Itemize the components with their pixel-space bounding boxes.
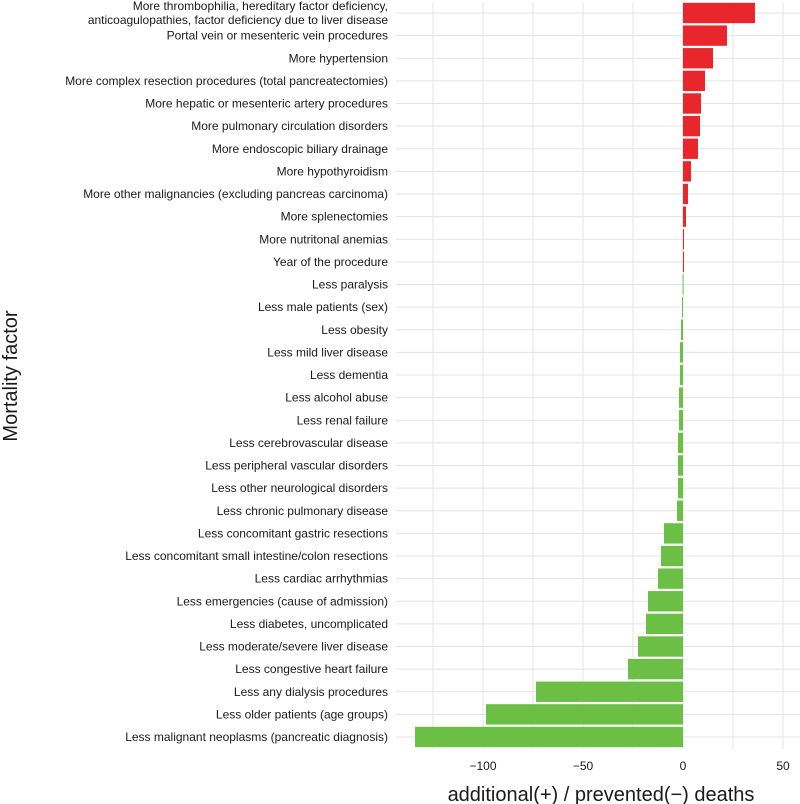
category-label: More hepatic or mesenteric artery proced…	[145, 97, 388, 111]
category-label: More hypertension	[289, 51, 388, 65]
category-label: Less cerebrovascular disease	[229, 436, 388, 450]
category-label: Less other neurological disorders	[211, 481, 388, 495]
category-label: Less older patients (age groups)	[216, 707, 388, 721]
bar	[638, 636, 683, 657]
bar	[681, 319, 683, 340]
bar	[683, 70, 705, 92]
bar	[536, 681, 683, 702]
x-tick-label: 0	[680, 759, 687, 773]
bar	[646, 613, 683, 635]
category-label: More complex resection procedures (total…	[65, 74, 388, 88]
category-label: Less concomitant gastric resections	[198, 526, 388, 540]
bar	[680, 364, 683, 386]
bar	[683, 229, 684, 250]
category-label: Less obesity	[321, 323, 388, 337]
bar	[678, 455, 683, 476]
bar	[677, 500, 683, 521]
category-label: Less male patients (sex)	[258, 300, 388, 314]
category-label: Less diabetes, uncomplicated	[230, 617, 388, 631]
category-label: Less emergencies (cause of admission)	[177, 594, 388, 608]
bar	[682, 274, 684, 295]
bar	[683, 93, 701, 114]
category-label: Less chronic pulmonary disease	[217, 504, 389, 518]
bar	[683, 2, 755, 24]
bar	[678, 477, 683, 499]
grid-lines	[396, 2, 800, 749]
category-label: More pulmonary circulation disorders	[191, 119, 388, 133]
x-tick-labels: −100 −50 0 50	[469, 759, 790, 773]
bar	[658, 568, 683, 589]
bar	[679, 387, 683, 408]
bar	[682, 296, 683, 318]
category-label: Less malignant neoplasms (pancreatic dia…	[125, 730, 388, 744]
bar	[683, 251, 684, 273]
category-label: Less peripheral vascular disorders	[205, 459, 388, 473]
x-tick-label: −100	[469, 759, 496, 773]
category-label: Less cardiac arrhythmias	[255, 572, 388, 586]
bar	[683, 138, 698, 159]
bar	[661, 545, 683, 567]
category-label: Less paralysis	[312, 278, 388, 292]
category-labels: More thrombophilia, hereditary factor de…	[65, 0, 388, 744]
bar	[664, 523, 683, 544]
bar	[683, 48, 713, 69]
bar	[415, 726, 683, 748]
category-label: Less any dialysis procedures	[234, 685, 388, 699]
bar	[486, 704, 683, 725]
category-label: More other malignancies (excluding pancr…	[83, 187, 388, 201]
category-label: Less moderate/severe liver disease	[199, 640, 388, 654]
bar	[683, 183, 688, 205]
x-tick-label: 50	[776, 759, 790, 773]
bars	[415, 2, 755, 748]
bar	[683, 161, 691, 182]
x-axis-title: additional(+) / prevented(−) deaths	[448, 784, 755, 804]
bar	[683, 206, 686, 227]
bar	[683, 115, 700, 137]
category-label: More splenectomies	[281, 210, 388, 224]
bar	[678, 432, 683, 454]
category-label: Less mild liver disease	[267, 345, 388, 359]
bar	[628, 658, 683, 680]
category-label: Less renal failure	[297, 413, 389, 427]
bar	[680, 342, 683, 363]
category-label: More thrombophilia, hereditary factor de…	[88, 0, 389, 27]
category-label: More hypothyroidism	[277, 164, 388, 178]
category-label: Less congestive heart failure	[235, 662, 388, 676]
category-label: Portal vein or mesenteric vein procedure…	[167, 29, 388, 43]
x-tick-label: −50	[573, 759, 594, 773]
bar	[679, 410, 683, 431]
category-label: Less alcohol abuse	[285, 391, 388, 405]
category-label: Less dementia	[310, 368, 388, 382]
category-label: Less concomitant small intestine/colon r…	[125, 549, 388, 563]
category-label: More endoscopic biliary drainage	[212, 142, 388, 156]
category-label: Year of the procedure	[273, 255, 388, 269]
bar	[683, 25, 727, 46]
y-axis-title: Mortality factor	[0, 310, 22, 441]
category-label: More nutritonal anemias	[259, 232, 388, 246]
bar	[648, 591, 683, 612]
